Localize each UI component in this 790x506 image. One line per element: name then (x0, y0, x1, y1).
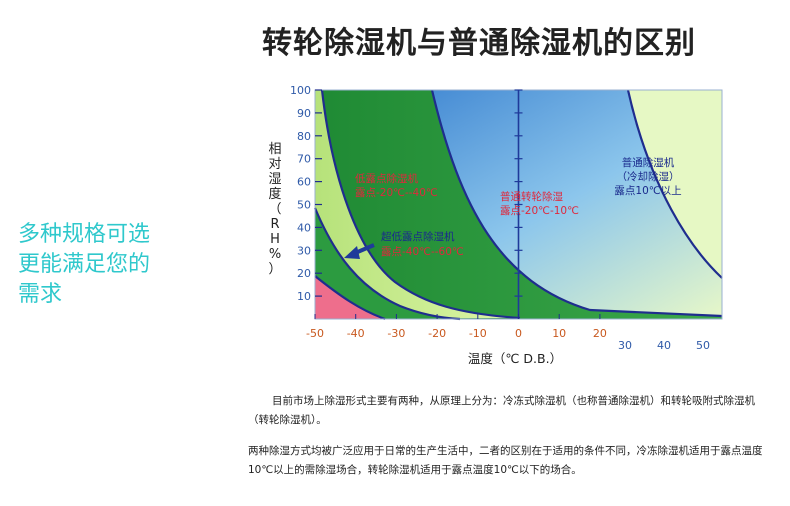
region-label-rotor-line-1: 普通转轮除湿 (500, 190, 563, 203)
region-label-low-dew-line-2: 露点-20℃--40℃ (355, 187, 438, 199)
paragraph-intro: 目前市场上除湿形式主要有两种，从原理上分为：冷冻式除湿机（也称普通除湿机）和转轮… (248, 394, 755, 426)
y-tick-label: 10 (297, 290, 311, 303)
y-axis-label-char: H (270, 232, 280, 247)
region-label-normal-line-3: 露点10℃以上 (614, 185, 681, 197)
region-low-dew (315, 90, 722, 319)
y-axis-label-char: ） (268, 262, 282, 277)
region-label-low-dew-line-1: 低露点除湿机 (355, 172, 418, 185)
y-axis-label-char: % (268, 247, 282, 262)
x-tick-label: 10 (552, 327, 566, 340)
y-axis-label-char: （ (268, 202, 282, 217)
pointer-arrow (344, 243, 375, 259)
y-axis-label: 相 对 湿 度 （ R H % ） (266, 142, 284, 277)
x-axis-label: 温度（℃ D.B.） (468, 351, 562, 366)
x-tick-label-secondary: 50 (696, 339, 710, 352)
region-label-normal-line-1: 普通除湿机 (622, 156, 675, 169)
y-axis-label-char: 湿 (268, 172, 282, 187)
x-tick-label: -50 (306, 327, 324, 340)
x-tick-label-secondary: 30 (618, 339, 632, 352)
y-axis-label-char: 度 (268, 187, 282, 202)
y-tick-label: 30 (297, 244, 311, 257)
region-ultra-low-dew (315, 208, 460, 319)
y-axis-label-char: 对 (268, 157, 282, 172)
dehumidifier-chart: 10 20 30 40 50 60 70 80 90 100 -50 -40 -30 -20 -10 0 10 2… (290, 84, 723, 366)
region-light-band (315, 90, 520, 319)
region-label-ultra-low-dew-line-1: 超低露点除湿机 (381, 230, 455, 243)
x-tick-label-secondary: 40 (657, 339, 671, 352)
curve-light-band-boundary (320, 89, 521, 320)
paragraph-difference: 两种除湿方式均被广泛应用于日常的生产生活中，二者的区别在于适用的条件不同，冷冻除… (248, 444, 763, 476)
region-label-normal-line-2: （冷却除湿） (617, 170, 680, 183)
x-tick-label: -20 (428, 327, 446, 340)
slogan-line: 多种规格可选 (18, 222, 151, 247)
x-tick-label: -30 (387, 327, 405, 340)
region-label-rotor-line-2: 露点-20℃-10℃ (500, 205, 579, 217)
y-tick-label: 40 (297, 221, 311, 234)
y-tick-label: 60 (297, 176, 311, 189)
y-tick-label: 50 (297, 199, 311, 212)
y-axis-label-char: R (270, 217, 280, 232)
y-axis-label-char: 相 (268, 142, 282, 157)
region-red (315, 276, 385, 319)
y-tick-label: 70 (297, 153, 311, 166)
slogan: 多种规格可选 更能满足您的 需求 (18, 220, 208, 310)
x-tick-label: -40 (347, 327, 365, 340)
page-title: 转轮除湿机与普通除湿机的区别 (262, 26, 696, 61)
region-label-ultra-low-dew-line-2: 露点-40℃--60℃ (381, 246, 464, 258)
curve-normal-boundary (626, 89, 723, 279)
y-tick-label: 20 (297, 267, 311, 280)
slogan-line: 更能满足您的 (18, 252, 151, 277)
x-tick-label: -10 (469, 327, 487, 340)
x-tick-label: 20 (593, 327, 607, 340)
x-tick-label: 0 (515, 327, 522, 340)
curve-red-boundary (314, 275, 386, 321)
curve-rotor-boundary (430, 89, 723, 318)
slogan-line: 需求 (18, 282, 63, 307)
y-tick-label: 80 (297, 130, 311, 143)
y-tick-label: 90 (297, 107, 311, 120)
y-tick-label: 100 (290, 84, 311, 97)
